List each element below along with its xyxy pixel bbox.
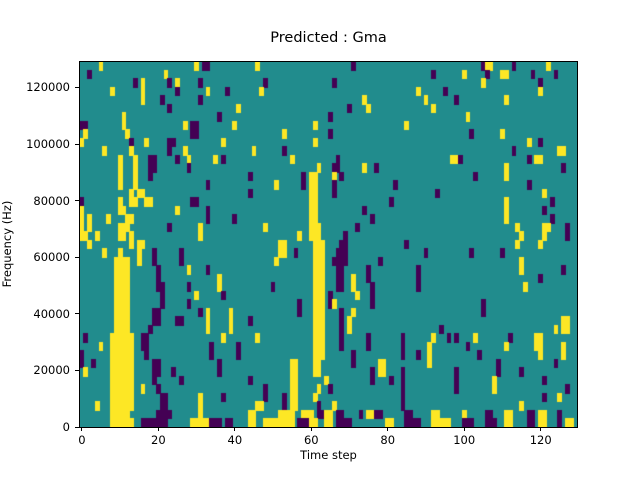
x-tick-label: 80 (380, 433, 396, 447)
x-tick-label: 40 (227, 433, 243, 447)
x-tick-mark (81, 427, 83, 431)
y-tick-label: 120000 (26, 80, 70, 95)
x-tick-label: 100 (453, 433, 476, 447)
y-tick-mark (75, 86, 79, 88)
x-tick-mark (310, 427, 312, 431)
y-tick-mark (75, 426, 79, 428)
y-tick-label: 0 (62, 420, 70, 434)
x-tick-label: 60 (303, 433, 319, 447)
x-tick-mark (387, 427, 389, 431)
y-tick-label: 60000 (33, 250, 70, 265)
y-tick-label: 40000 (33, 306, 70, 321)
y-tick-label: 80000 (33, 193, 70, 208)
y-axis-label: Frequency (Hz) (0, 200, 14, 288)
y-tick-mark (75, 200, 79, 202)
x-tick-mark (463, 427, 465, 431)
x-axis-label: Time step (300, 448, 357, 462)
x-tick-mark (157, 427, 159, 431)
y-tick-label: 100000 (26, 137, 70, 152)
y-tick-mark (75, 369, 79, 371)
x-tick-label: 20 (151, 433, 166, 447)
y-tick-mark (75, 313, 79, 315)
y-tick-label: 20000 (33, 363, 70, 378)
plot-area (79, 61, 578, 428)
x-tick-mark (234, 427, 236, 431)
x-tick-label: 0 (78, 433, 86, 447)
x-tick-mark (540, 427, 542, 431)
chart-title: Predicted : Gma (270, 30, 387, 46)
heatmap-canvas (80, 62, 577, 427)
y-tick-mark (75, 256, 79, 258)
y-tick-mark (75, 143, 79, 145)
x-tick-label: 120 (529, 433, 552, 447)
